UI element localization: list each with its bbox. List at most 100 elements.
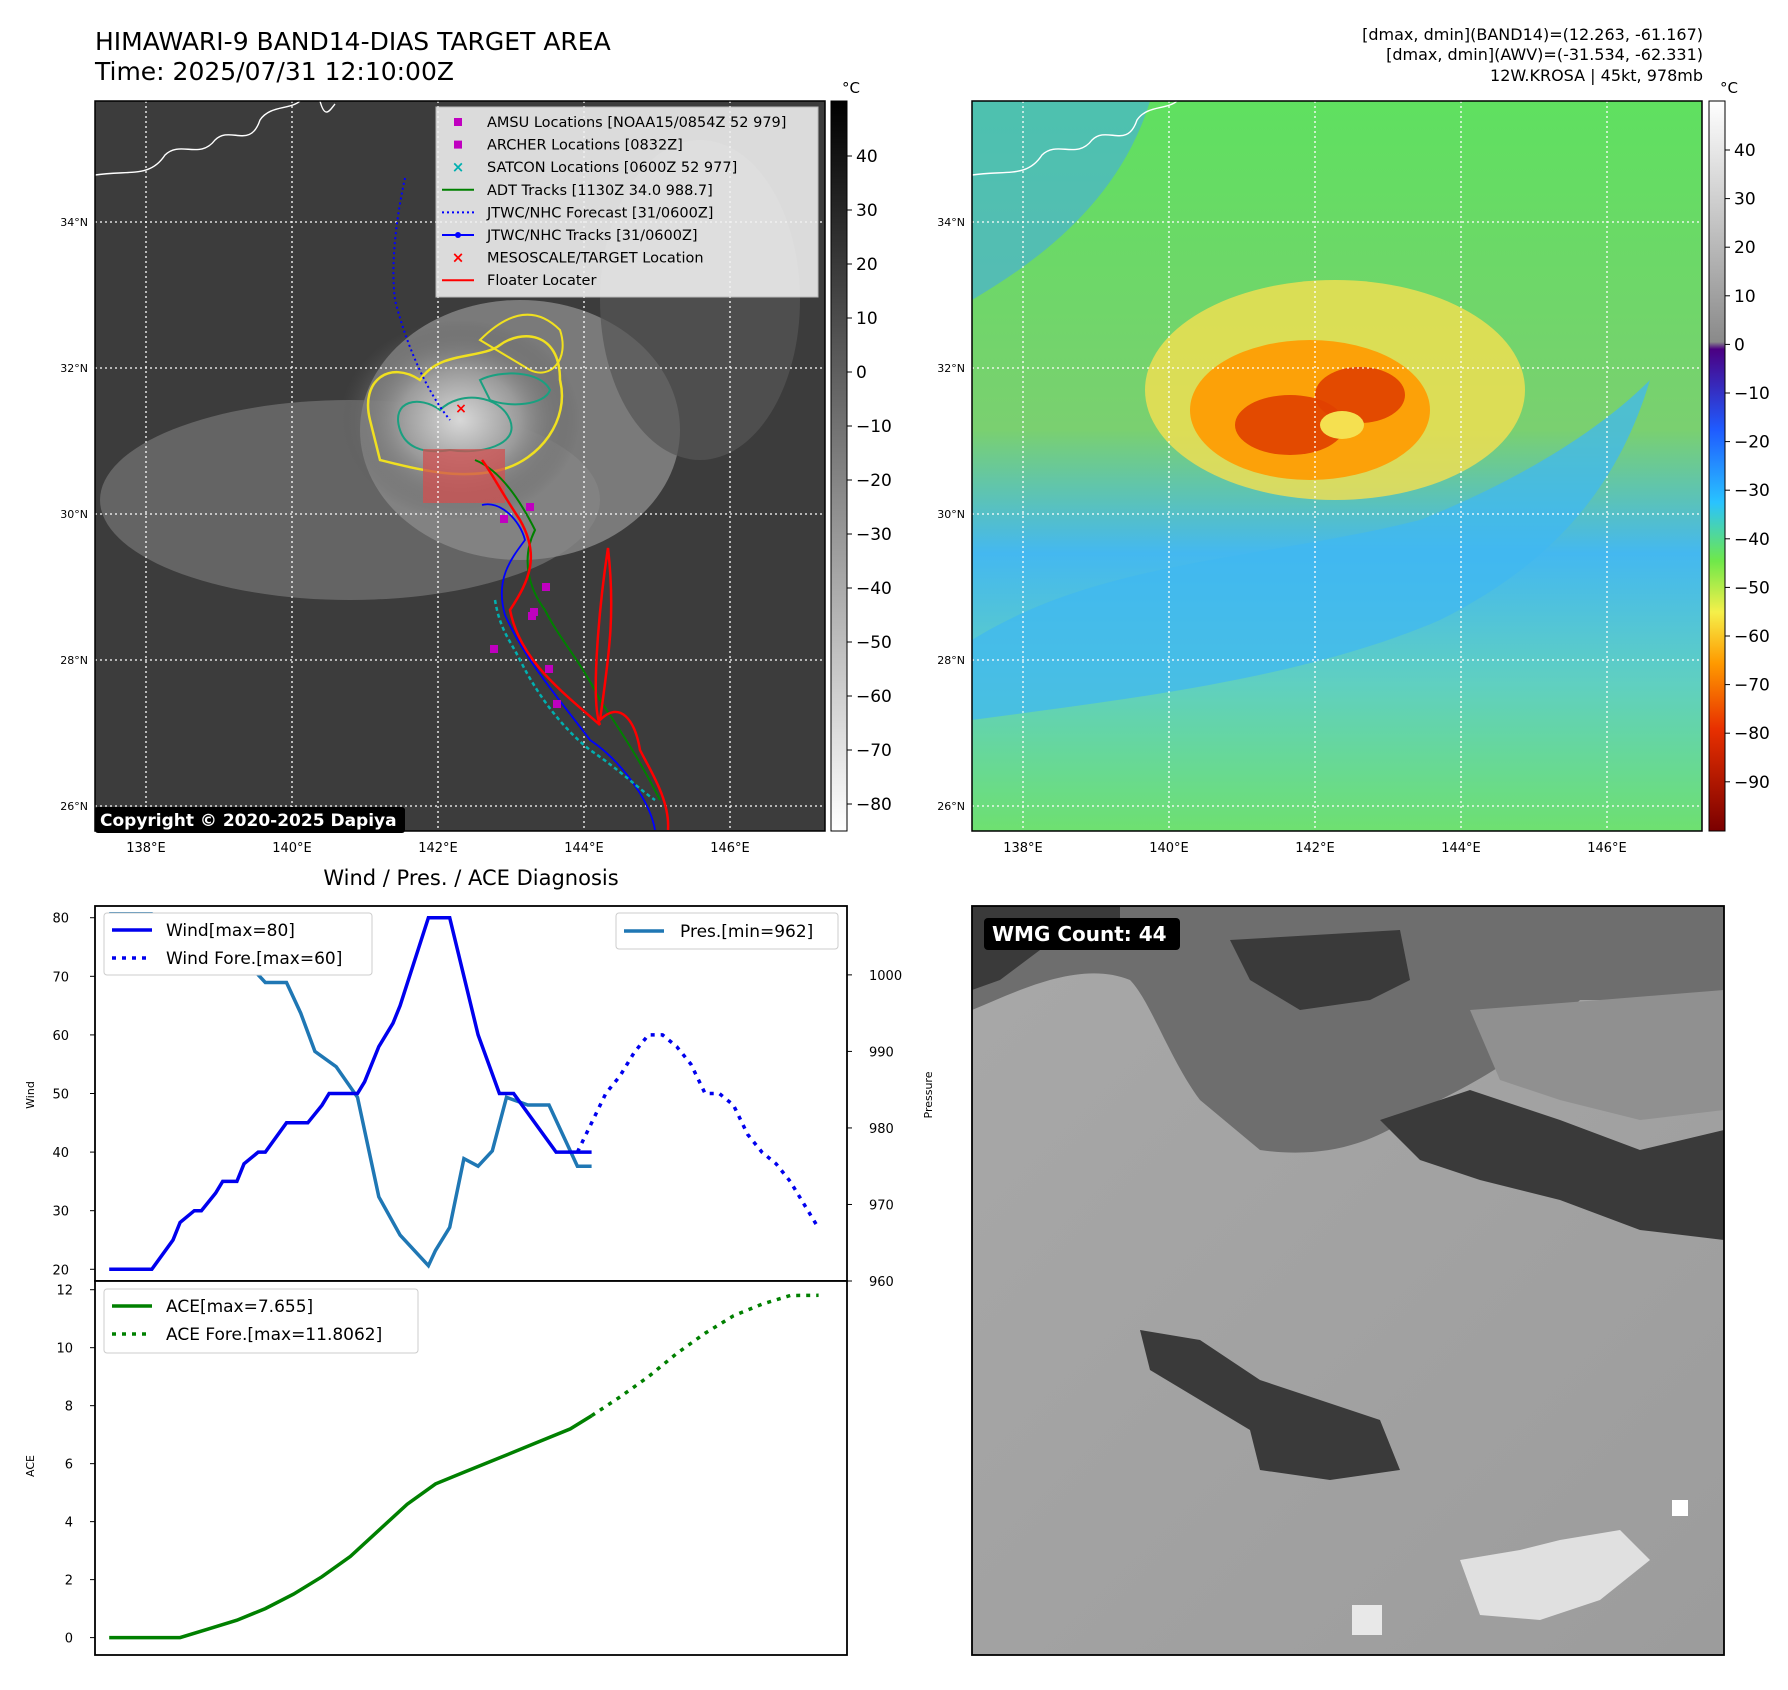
ir-colorbar-tick-label: 40 bbox=[856, 147, 878, 167]
ir-colorbar-tick-label: 0 bbox=[856, 363, 867, 383]
wv-colorbar-tick-label: 0 bbox=[1734, 335, 1745, 355]
ace-legend-label: ACE[max=7.655] bbox=[166, 1297, 313, 1317]
ace-tick-label: 2 bbox=[65, 1574, 73, 1589]
ir-lat-label: 26°N bbox=[60, 800, 88, 813]
wv-gridlines bbox=[972, 101, 1702, 831]
wmg-black-region bbox=[1380, 1090, 1724, 1240]
wv-lat-label: 30°N bbox=[937, 508, 965, 521]
ir-lat-label: 28°N bbox=[60, 654, 88, 667]
wind-tick-label: 80 bbox=[52, 912, 69, 927]
page-title: HIMAWARI-9 BAND14-DIAS TARGET AREA bbox=[95, 27, 611, 56]
wv-convection-core bbox=[1315, 367, 1405, 423]
copyright-box bbox=[95, 807, 405, 833]
pressure-legend-label: Pres.[min=962] bbox=[680, 922, 813, 942]
ir-lon-label: 140°E bbox=[272, 841, 312, 856]
wv-lat-label: 32°N bbox=[937, 362, 965, 375]
wind-legend-box bbox=[103, 912, 373, 976]
pressure-tick-label: 990 bbox=[869, 1045, 894, 1060]
ir-colorbar-tick-label: −20 bbox=[856, 471, 892, 491]
legend-marker-x-cyan: × bbox=[452, 158, 465, 176]
ir-colorbar-tick-label: 10 bbox=[856, 309, 878, 329]
ir-lat-label: 32°N bbox=[60, 362, 88, 375]
ir-colorbar-tick-label: −40 bbox=[856, 579, 892, 599]
wind-forecast-series bbox=[575, 1033, 821, 1230]
wmg-black-region bbox=[1230, 930, 1410, 1010]
ir-colorbar-tick-label: −50 bbox=[856, 633, 892, 653]
wmg-panel: WMG Count: 44 bbox=[971, 905, 1725, 1656]
ir-lon-label: 138°E bbox=[126, 841, 166, 856]
wv-eye bbox=[1320, 411, 1364, 439]
wind-forecast-legend-label: Wind Fore.[max=60] bbox=[166, 949, 342, 969]
wv-colorbar-tick-label: 20 bbox=[1734, 238, 1756, 258]
ir-colorbar-tick-label: −10 bbox=[856, 417, 892, 437]
ace-forecast-legend-label: ACE Fore.[max=11.8062] bbox=[166, 1325, 382, 1345]
ace-tick-label: 10 bbox=[56, 1342, 73, 1357]
legend-marker-square-magenta bbox=[454, 140, 462, 149]
wv-lon-label: 138°E bbox=[1003, 841, 1043, 856]
wmg-gray-region bbox=[1470, 990, 1724, 1120]
wv-panel bbox=[971, 100, 1703, 832]
wv-moist-band bbox=[972, 380, 1650, 720]
wv-lon-label: 140°E bbox=[1149, 841, 1189, 856]
wmg-count: WMG Count: 44 bbox=[992, 922, 1167, 946]
wv-colorbar-tick-label: −80 bbox=[1734, 724, 1770, 744]
wv-colorbar-tick-label: −90 bbox=[1734, 773, 1770, 793]
ir-lat-label: 30°N bbox=[60, 508, 88, 521]
ir-colorbar-tick-label: −80 bbox=[856, 795, 892, 815]
wv-colorbar-tick-label: −20 bbox=[1734, 433, 1770, 453]
wv-dry-patch bbox=[972, 101, 1150, 300]
wv-lat-label: 28°N bbox=[937, 654, 965, 667]
legend-marker-x-red: × bbox=[452, 249, 465, 267]
adt-track bbox=[474, 459, 661, 801]
ace-forecast-series bbox=[590, 1293, 819, 1418]
pressure-tick-label: 970 bbox=[869, 1198, 894, 1213]
wv-lon-label: 144°E bbox=[1441, 841, 1481, 856]
floater-track bbox=[481, 459, 670, 831]
ir-colorbar-tick-label: −70 bbox=[856, 741, 892, 761]
ir-colorbar-tick-label: 20 bbox=[856, 255, 878, 275]
wind-pressure-chart: 20 30 40 50 60 70 80 960 970 980 990 1000 Wind Pressu… bbox=[24, 912, 935, 1290]
ir-colorbar: °C 40 30 20 10 0 −10 −20 −30 −40 −50 −60 −70 −80 bbox=[830, 79, 892, 832]
wv-colorbar-tick-label: 30 bbox=[1734, 190, 1756, 210]
ir-lon-label: 144°E bbox=[564, 841, 604, 856]
satcon-track bbox=[493, 599, 656, 802]
wv-frame bbox=[971, 100, 1703, 832]
wv-colorbar-gradient bbox=[1708, 100, 1726, 832]
pressure-legend-box bbox=[615, 912, 839, 950]
wv-colorbar-unit: °C bbox=[1720, 79, 1738, 97]
wind-tick-label: 70 bbox=[52, 970, 69, 985]
wmg-light-region bbox=[1672, 1500, 1688, 1516]
wv-colorbar-tick-label: −50 bbox=[1734, 578, 1770, 598]
legend-label: ARCHER Locations [0832Z] bbox=[487, 138, 683, 154]
pressure-tick-label: 980 bbox=[869, 1122, 894, 1137]
wv-coastline bbox=[971, 100, 1178, 176]
wmg-count-box bbox=[984, 918, 1180, 950]
wv-colorbar-tick-label: −10 bbox=[1734, 384, 1770, 404]
stats-awv: [dmax, dmin](AWV)=(-31.534, -62.331) bbox=[1386, 45, 1703, 64]
legend-label: SATCON Locations [0600Z 52 977] bbox=[487, 160, 737, 176]
wind-legend-label: Wind[max=80] bbox=[166, 921, 295, 941]
ace-chart: 0 2 4 6 8 10 12 ACE ACE[max=7.655] ACE Fore.[max=… bbox=[24, 1284, 819, 1647]
wv-colorbar-ticks: 40 30 20 10 0 −10 −20 −30 −40 −50 −60 −70 −80 −90 bbox=[1725, 141, 1770, 793]
legend-label: ADT Tracks [1130Z 34.0 988.7] bbox=[487, 183, 713, 199]
ir-lon-label: 142°E bbox=[418, 841, 458, 856]
wind-tick-label: 60 bbox=[52, 1029, 69, 1044]
wmg-frame bbox=[971, 905, 1725, 1656]
ir-panel: × Copyright © 2020-2025 Dapiya AMSU Loca… bbox=[94, 100, 826, 833]
ir-colorbar-tick-label: −30 bbox=[856, 525, 892, 545]
wv-colorbar: °C 40 30 20 10 0 −10 −20 −30 −40 −50 −60 −70 −80 −90 bbox=[1708, 79, 1770, 832]
wv-colorbar-tick-label: 40 bbox=[1734, 141, 1756, 161]
ir-colorbar-ticks: 40 30 20 10 0 −10 −20 −30 −40 −50 −60 −70 −80 bbox=[847, 147, 892, 815]
legend-label: AMSU Locations [NOAA15/0854Z 52 979] bbox=[487, 115, 786, 131]
target-location-marker: × bbox=[455, 401, 467, 417]
ace-tick-label: 0 bbox=[65, 1632, 73, 1647]
ir-legend: AMSU Locations [NOAA15/0854Z 52 979] ARCH… bbox=[442, 115, 786, 289]
ir-lat-label: 34°N bbox=[60, 216, 88, 229]
wind-tick-label: 30 bbox=[52, 1205, 69, 1220]
wind-series bbox=[109, 915, 592, 1272]
wv-convection-core bbox=[1235, 395, 1345, 455]
ir-legend-box bbox=[435, 106, 819, 298]
ir-contour-yellow bbox=[478, 313, 564, 374]
ir-frame bbox=[94, 100, 826, 832]
